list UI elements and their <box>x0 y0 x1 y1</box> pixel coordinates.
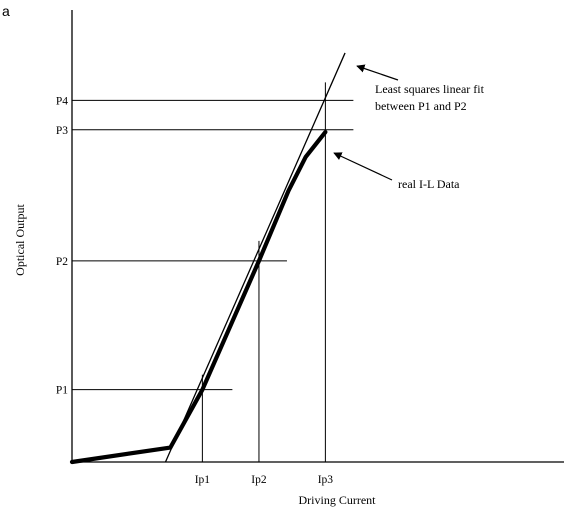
x-tick-label-ip2: Ip2 <box>251 474 267 486</box>
data-annotation: real I-L Data <box>333 152 460 191</box>
data-annotation-text: real I-L Data <box>398 177 460 191</box>
fit-line <box>164 52 346 463</box>
fit-annotation-line-1: Least squares linear fit <box>375 82 485 96</box>
x-tick-label-ip3: Ip3 <box>318 474 334 486</box>
y-tick-label-p4: P4 <box>56 95 68 107</box>
data-annotation-arrow <box>333 152 393 181</box>
fit-annotation-line-2: between P1 and P2 <box>375 99 467 113</box>
y-axis-title: Optical Output <box>13 204 27 276</box>
x-axis-title: Driving Current <box>299 493 377 507</box>
il-curve <box>69 129 328 465</box>
y-tick-label-p3: P3 <box>56 125 68 137</box>
fit-annotation: Least squares linear fit between P1 and … <box>356 64 485 113</box>
panel-label: a <box>2 3 10 19</box>
fit-annotation-arrow <box>356 64 399 81</box>
x-tick-label-ip1: Ip1 <box>195 474 211 486</box>
y-tick-label-p2: P2 <box>56 256 68 268</box>
y-tick-label-p1: P1 <box>56 385 68 397</box>
